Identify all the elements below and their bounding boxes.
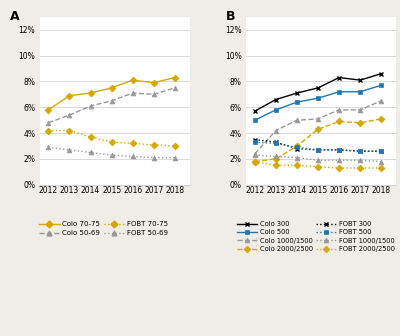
Text: B: B [226, 10, 235, 23]
Text: A: A [10, 10, 20, 23]
Legend: Colo 300, Colo 500, Colo 1000/1500, Colo 2000/2500, FOBT 300, FOBT 500, FOBT 100: Colo 300, Colo 500, Colo 1000/1500, Colo… [235, 218, 397, 255]
Legend: Colo 70-75, Colo 50-69, FOBT 70-75, FOBT 50-69: Colo 70-75, Colo 50-69, FOBT 70-75, FOBT… [36, 218, 171, 239]
